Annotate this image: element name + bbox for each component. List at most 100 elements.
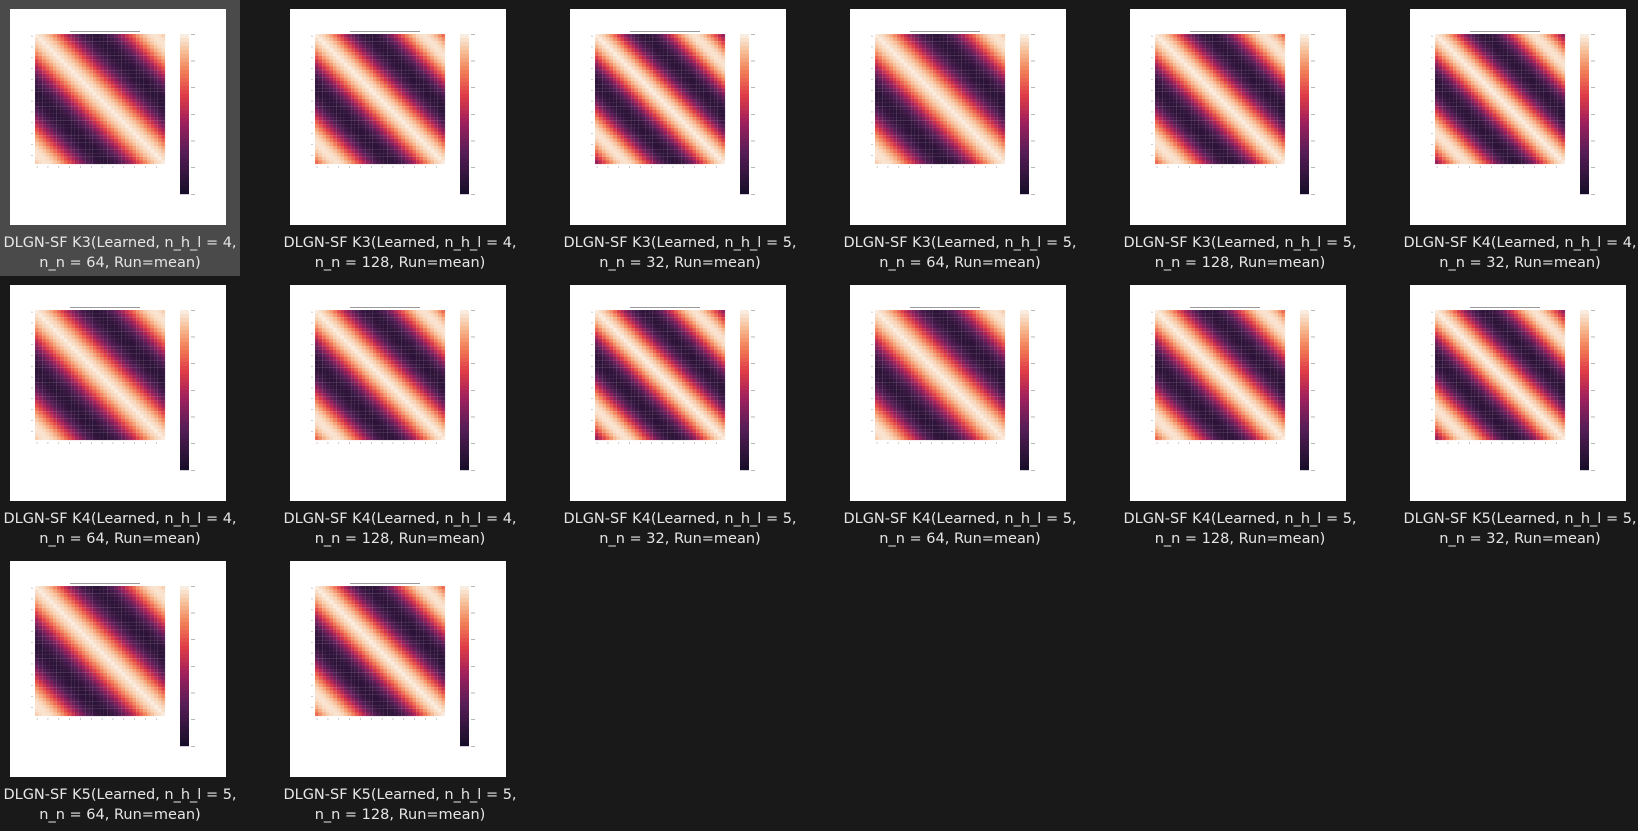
file-name[interactable]: DLGN-SF K4(Learned, n_h_l = 4, n_n = 128,… bbox=[280, 509, 520, 549]
heatmap-thumbnail bbox=[591, 31, 755, 195]
file-name[interactable]: DLGN-SF K4(Learned, n_h_l = 5, n_n = 32, … bbox=[560, 509, 800, 549]
file-name[interactable]: DLGN-SF K4(Learned, n_h_l = 5, n_n = 64, … bbox=[840, 509, 1080, 549]
file-name[interactable]: DLGN-SF K3(Learned, n_h_l = 4, n_n = 128,… bbox=[280, 233, 520, 273]
file-name-line2: n_n = 128, Run=mean) bbox=[314, 255, 486, 271]
file-thumbnail[interactable] bbox=[10, 285, 226, 501]
file-name[interactable]: DLGN-SF K4(Learned, n_h_l = 4, n_n = 64, … bbox=[0, 509, 240, 549]
heatmap-title-mark bbox=[350, 583, 420, 584]
heatmap-thumbnail bbox=[871, 307, 1035, 471]
colorbar bbox=[740, 310, 755, 471]
file-name[interactable]: DLGN-SF K3(Learned, n_h_l = 5, n_n = 32, … bbox=[560, 233, 800, 273]
file-thumbnail[interactable] bbox=[10, 561, 226, 777]
file-tile[interactable]: DLGN-SF K4(Learned, n_h_l = 4, n_n = 64, … bbox=[0, 276, 240, 552]
file-name-line2: n_n = 64, Run=mean) bbox=[39, 531, 201, 547]
heatmap-cells bbox=[1155, 310, 1286, 441]
file-tile[interactable]: DLGN-SF K3(Learned, n_h_l = 4, n_n = 64, … bbox=[0, 0, 240, 276]
heatmap-thumbnail bbox=[1431, 31, 1595, 195]
file-thumbnail[interactable] bbox=[290, 9, 506, 225]
heatmap-thumbnail bbox=[31, 307, 195, 471]
colorbar bbox=[1580, 310, 1595, 471]
file-name-line1: DLGN-SF K4(Learned, n_h_l = 4, bbox=[1403, 235, 1637, 251]
file-thumbnail[interactable] bbox=[1130, 9, 1346, 225]
heatmap-title-mark bbox=[1470, 31, 1540, 32]
file-thumbnail[interactable] bbox=[1410, 285, 1626, 501]
colorbar bbox=[460, 34, 475, 195]
file-tile[interactable]: DLGN-SF K3(Learned, n_h_l = 4, n_n = 128,… bbox=[280, 0, 520, 276]
heatmap-thumbnail bbox=[311, 31, 475, 195]
file-name[interactable]: DLGN-SF K5(Learned, n_h_l = 5, n_n = 128,… bbox=[280, 785, 520, 825]
file-name-line1: DLGN-SF K5(Learned, n_h_l = 5, bbox=[3, 787, 237, 803]
file-name[interactable]: DLGN-SF K4(Learned, n_h_l = 4, n_n = 32, … bbox=[1400, 233, 1638, 273]
heatmap-thumbnail bbox=[591, 307, 755, 471]
file-tile[interactable]: DLGN-SF K4(Learned, n_h_l = 5, n_n = 128,… bbox=[1120, 276, 1360, 552]
heatmap-title-mark bbox=[1190, 31, 1260, 32]
file-name-line1: DLGN-SF K4(Learned, n_h_l = 5, bbox=[563, 511, 797, 527]
heatmap-title-mark bbox=[350, 307, 420, 308]
heatmap-cells bbox=[875, 310, 1006, 441]
file-name-line2: n_n = 128, Run=mean) bbox=[314, 807, 486, 823]
file-thumbnail[interactable] bbox=[850, 285, 1066, 501]
file-name[interactable]: DLGN-SF K3(Learned, n_h_l = 5, n_n = 64, … bbox=[840, 233, 1080, 273]
file-name-line2: n_n = 64, Run=mean) bbox=[879, 255, 1041, 271]
file-name-line2: n_n = 32, Run=mean) bbox=[599, 531, 761, 547]
heatmap-title-mark bbox=[70, 583, 140, 584]
heatmap-cells bbox=[595, 310, 726, 441]
file-thumbnail[interactable] bbox=[290, 561, 506, 777]
file-name-line1: DLGN-SF K4(Learned, n_h_l = 5, bbox=[1123, 511, 1357, 527]
file-tile[interactable]: DLGN-SF K5(Learned, n_h_l = 5, n_n = 32, … bbox=[1400, 276, 1638, 552]
colorbar bbox=[180, 586, 195, 747]
heatmap-cells bbox=[315, 586, 446, 717]
file-tile[interactable]: DLGN-SF K3(Learned, n_h_l = 5, n_n = 128,… bbox=[1120, 0, 1360, 276]
heatmap-cells bbox=[875, 34, 1006, 165]
heatmap-cells bbox=[595, 34, 726, 165]
heatmap-title-mark bbox=[70, 31, 140, 32]
file-thumbnail[interactable] bbox=[1130, 285, 1346, 501]
colorbar bbox=[1300, 310, 1315, 471]
file-name-line1: DLGN-SF K3(Learned, n_h_l = 5, bbox=[563, 235, 797, 251]
colorbar bbox=[1020, 34, 1035, 195]
file-tile[interactable]: DLGN-SF K4(Learned, n_h_l = 4, n_n = 32, … bbox=[1400, 0, 1638, 276]
file-name-line2: n_n = 64, Run=mean) bbox=[39, 807, 201, 823]
file-name[interactable]: DLGN-SF K5(Learned, n_h_l = 5, n_n = 32, … bbox=[1400, 509, 1638, 549]
file-thumbnail[interactable] bbox=[290, 285, 506, 501]
colorbar bbox=[1020, 310, 1035, 471]
heatmap-cells bbox=[1435, 34, 1566, 165]
heatmap-cells bbox=[315, 310, 446, 441]
file-tile[interactable]: DLGN-SF K4(Learned, n_h_l = 5, n_n = 32, … bbox=[560, 276, 800, 552]
file-name[interactable]: DLGN-SF K4(Learned, n_h_l = 5, n_n = 128,… bbox=[1120, 509, 1360, 549]
heatmap-cells bbox=[35, 310, 166, 441]
file-tile[interactable]: DLGN-SF K3(Learned, n_h_l = 5, n_n = 64, … bbox=[840, 0, 1080, 276]
file-tile[interactable]: DLGN-SF K3(Learned, n_h_l = 5, n_n = 32, … bbox=[560, 0, 800, 276]
file-tile[interactable]: DLGN-SF K4(Learned, n_h_l = 5, n_n = 64, … bbox=[840, 276, 1080, 552]
colorbar bbox=[180, 34, 195, 195]
file-tile[interactable]: DLGN-SF K5(Learned, n_h_l = 5, n_n = 128,… bbox=[280, 552, 520, 828]
file-name-line2: n_n = 32, Run=mean) bbox=[1439, 255, 1601, 271]
file-name-line1: DLGN-SF K3(Learned, n_h_l = 5, bbox=[843, 235, 1077, 251]
file-name-line1: DLGN-SF K5(Learned, n_h_l = 5, bbox=[283, 787, 517, 803]
file-name-line1: DLGN-SF K3(Learned, n_h_l = 4, bbox=[3, 235, 237, 251]
file-tile[interactable]: DLGN-SF K5(Learned, n_h_l = 5, n_n = 64, … bbox=[0, 552, 240, 828]
file-thumbnail[interactable] bbox=[1410, 9, 1626, 225]
heatmap-cells bbox=[315, 34, 446, 165]
file-tile[interactable]: DLGN-SF K4(Learned, n_h_l = 4, n_n = 128,… bbox=[280, 276, 520, 552]
file-name-line2: n_n = 64, Run=mean) bbox=[879, 531, 1041, 547]
file-name-line1: DLGN-SF K4(Learned, n_h_l = 5, bbox=[843, 511, 1077, 527]
file-name[interactable]: DLGN-SF K3(Learned, n_h_l = 4, n_n = 64, … bbox=[0, 233, 240, 273]
file-name[interactable]: DLGN-SF K3(Learned, n_h_l = 5, n_n = 128,… bbox=[1120, 233, 1360, 273]
file-thumbnail[interactable] bbox=[10, 9, 226, 225]
file-name-line1: DLGN-SF K4(Learned, n_h_l = 4, bbox=[3, 511, 237, 527]
colorbar bbox=[1580, 34, 1595, 195]
file-thumbnail[interactable] bbox=[570, 285, 786, 501]
colorbar bbox=[460, 310, 475, 471]
heatmap-thumbnail bbox=[31, 31, 195, 195]
colorbar bbox=[1300, 34, 1315, 195]
heatmap-title-mark bbox=[910, 307, 980, 308]
file-thumbnail[interactable] bbox=[570, 9, 786, 225]
file-name-line2: n_n = 32, Run=mean) bbox=[1439, 531, 1601, 547]
file-name[interactable]: DLGN-SF K5(Learned, n_h_l = 5, n_n = 64, … bbox=[0, 785, 240, 825]
file-thumbnail[interactable] bbox=[850, 9, 1066, 225]
file-name-line2: n_n = 128, Run=mean) bbox=[1154, 531, 1326, 547]
colorbar bbox=[180, 310, 195, 471]
heatmap-thumbnail bbox=[311, 307, 475, 471]
